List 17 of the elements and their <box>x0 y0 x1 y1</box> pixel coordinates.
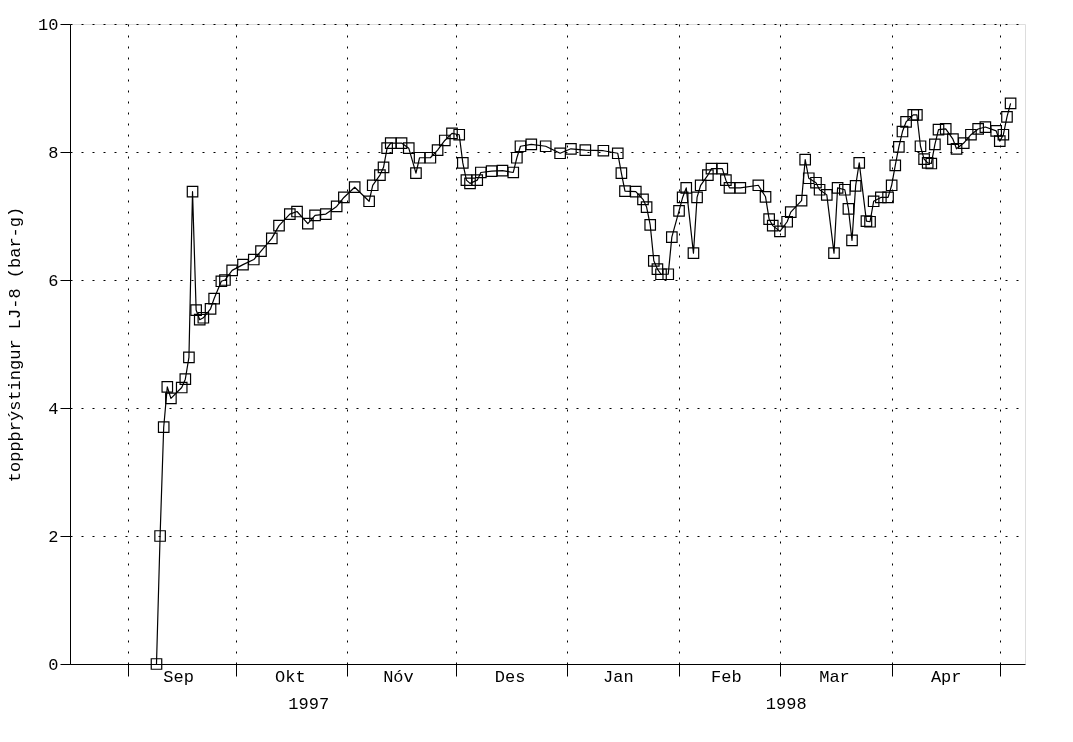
x-tick-label: Mar <box>819 667 850 687</box>
y-tick-label: 4 <box>48 399 59 419</box>
y-tick-label: 6 <box>48 271 59 291</box>
x-tick-label: Apr <box>930 667 962 687</box>
y-tick-label: 10 <box>38 15 59 35</box>
x-tick-label: Okt <box>275 667 306 687</box>
x-tick-label: Feb <box>711 667 742 687</box>
x-tick-label: Sep <box>163 667 194 687</box>
x-tick-label: Jan <box>602 667 634 687</box>
x-tick-label: Des <box>494 667 526 687</box>
y-tick-label: 8 <box>48 143 59 163</box>
text: 1997 <box>288 695 330 714</box>
y-tick-label: 2 <box>48 527 59 547</box>
y-tick-label: 0 <box>48 655 59 675</box>
text: 1998 <box>765 695 807 714</box>
x-tick-label: Nóv <box>383 667 414 687</box>
y-axis-title: toppþrýstingur LJ-8 (bar-g) <box>6 206 26 483</box>
